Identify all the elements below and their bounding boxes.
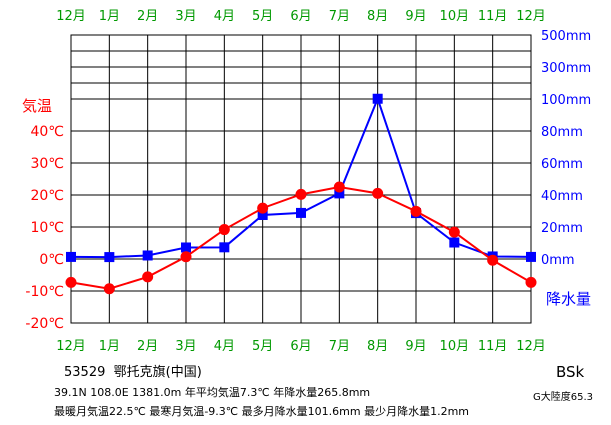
temperature-series — [65, 181, 537, 295]
precipitation-tick-label: 60mm — [541, 157, 583, 172]
top-month-label: 1月 — [99, 9, 120, 24]
bottom-month-labels: 12月 1月 2月 3月 4月 5月 6月 7月 8月 9月 10月 11月 12月 — [56, 339, 546, 354]
bottom-month-label: 1月 — [99, 339, 120, 354]
precipitation-point — [181, 242, 191, 253]
temperature-axis-label: 気温 — [22, 97, 52, 115]
temperature-tick-label: 40℃ — [30, 124, 64, 140]
precipitation-tick-label: 500mm — [541, 29, 591, 44]
top-month-label: 4月 — [214, 9, 235, 24]
station-id: 53529 — [64, 365, 106, 380]
top-month-label: 2月 — [137, 9, 158, 24]
temperature-point — [65, 276, 77, 288]
temperature-point — [142, 271, 154, 283]
temperature-tick-label: 10℃ — [30, 220, 64, 236]
top-month-label: 6月 — [290, 9, 311, 24]
bottom-month-label: 2月 — [137, 339, 158, 354]
station-title: 53529 鄂托克旗(中国) — [64, 361, 202, 380]
top-month-label: 11月 — [478, 9, 508, 24]
precipitation-point — [219, 242, 230, 253]
station-info-line2: 最暖月気温22.5℃ 最寒月気温-9.3℃ 最多月降水量101.6mm 最少月降… — [54, 405, 469, 418]
temperature-point — [410, 205, 422, 217]
top-month-label: 9月 — [405, 9, 426, 24]
temperature-tick-label: 20℃ — [30, 188, 64, 204]
temperature-tick-label: -20℃ — [25, 316, 64, 332]
temperature-point — [218, 224, 230, 236]
bottom-month-label: 7月 — [329, 339, 350, 354]
bottom-month-label: 4月 — [214, 339, 235, 354]
bottom-month-label: 9月 — [405, 339, 426, 354]
precipitation-point — [142, 250, 153, 261]
precipitation-tick-label: 40mm — [541, 189, 583, 204]
top-month-label: 7月 — [329, 9, 350, 24]
top-month-label: 10月 — [440, 9, 470, 24]
top-month-label: 3月 — [175, 9, 196, 24]
precipitation-tick-labels: 500mm 300mm 100mm 80mm 60mm 40mm 20mm 0mm — [541, 29, 591, 268]
precipitation-point — [296, 207, 306, 218]
precipitation-axis-label: 降水量 — [546, 290, 591, 308]
temperature-tick-label: -10℃ — [25, 284, 64, 300]
precipitation-tick-label: 20mm — [541, 221, 583, 236]
top-month-label: 5月 — [252, 9, 273, 24]
precipitation-point — [334, 188, 345, 199]
temperature-tick-labels: 40℃ 30℃ 20℃ 10℃ 0℃ -10℃ -20℃ — [25, 124, 64, 332]
temperature-tick-label: 0℃ — [39, 252, 64, 268]
top-month-label: 8月 — [367, 9, 388, 24]
precipitation-tick-label: 100mm — [541, 93, 591, 108]
precipitation-point — [526, 251, 536, 262]
precipitation-tick-label: 300mm — [541, 61, 591, 76]
precipitation-tick-label: 80mm — [541, 125, 583, 140]
bottom-month-label: 11月 — [478, 339, 508, 354]
precipitation-point — [372, 93, 383, 104]
temperature-point — [333, 181, 345, 193]
bottom-month-label: 3月 — [175, 339, 196, 354]
chart-axes — [70, 34, 532, 324]
precipitation-point — [66, 251, 76, 262]
precipitation-point — [257, 210, 268, 220]
temperature-point — [295, 188, 307, 200]
temperature-point — [180, 251, 192, 263]
temperature-point — [525, 276, 537, 288]
temperature-point — [257, 202, 269, 214]
climate-class: BSk — [556, 363, 585, 381]
continentality-index: G大陸度65.3 — [533, 392, 594, 403]
station-name: 鄂托克旗(中国) — [113, 365, 202, 380]
top-month-labels: 12月 1月 2月 3月 4月 5月 6月 7月 8月 9月 10月 11月 12月 — [56, 9, 546, 24]
station-info-line1: 39.1N 108.0E 1381.0m 年平均気温7.3℃ 年降水量265.8… — [54, 386, 371, 399]
top-month-label: 12月 — [56, 9, 86, 24]
temperature-tick-label: 30℃ — [30, 156, 64, 172]
bottom-month-label: 12月 — [56, 339, 86, 354]
top-month-label: 12月 — [516, 9, 546, 24]
temperature-point — [487, 254, 499, 266]
bottom-month-label: 12月 — [516, 339, 546, 354]
temperature-point — [103, 283, 115, 295]
bottom-month-label: 5月 — [252, 339, 273, 354]
plot-frame — [70, 34, 532, 324]
bottom-month-label: 8月 — [367, 339, 388, 354]
bottom-month-label: 6月 — [290, 339, 311, 354]
precipitation-point — [104, 252, 115, 263]
temperature-point — [448, 226, 460, 238]
bottom-month-label: 10月 — [440, 339, 470, 354]
precipitation-point — [449, 237, 460, 248]
temperature-point — [372, 187, 384, 199]
precipitation-tick-label: 0mm — [541, 253, 575, 268]
